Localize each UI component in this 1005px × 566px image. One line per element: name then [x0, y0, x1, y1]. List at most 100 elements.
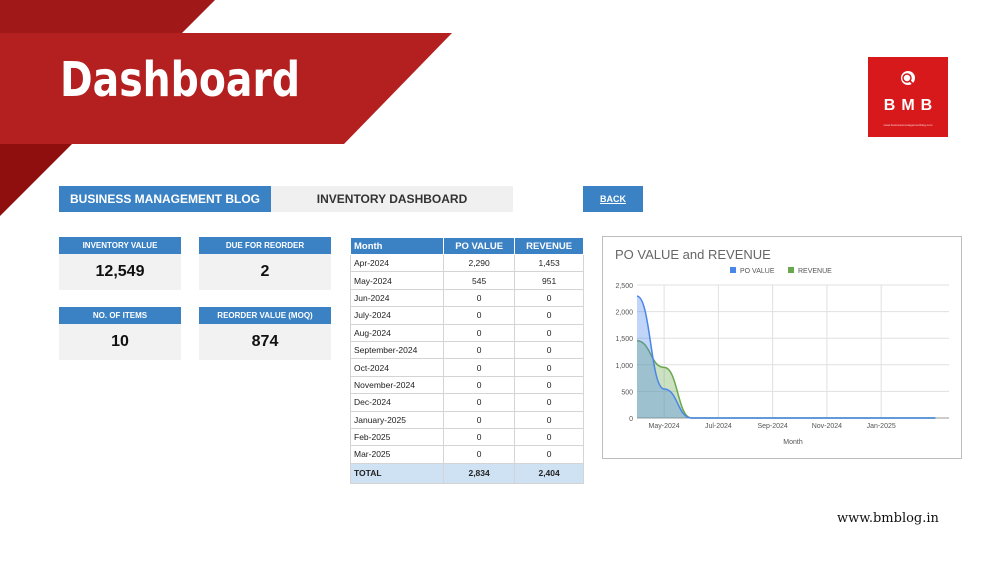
cell-po-value: 0	[442, 427, 516, 447]
cell-revenue: 0	[514, 340, 584, 360]
x-tick-label: Jan-2025	[867, 423, 896, 430]
cell-revenue: 0	[514, 358, 584, 377]
table-row: July-2024 0 0	[350, 306, 584, 325]
monthly-table: Month PO VALUE REVENUE Apr-2024 2,290 1,45…	[350, 237, 584, 484]
kpi-label: REORDER VALUE (MOQ)	[199, 307, 331, 324]
cell-po-value: 0	[442, 393, 516, 412]
y-tick-label: 2,000	[615, 310, 633, 317]
cell-revenue: 0	[514, 306, 584, 325]
series-line-0	[636, 295, 936, 419]
kpi-label: DUE FOR REORDER	[199, 237, 331, 254]
bmb-logo: BMB www.businessmanagementblog.com	[868, 57, 948, 137]
cell-po-value: 0	[442, 323, 516, 342]
kpi-value: 2	[199, 254, 331, 290]
kpi-label: NO. OF ITEMS	[59, 307, 181, 324]
cell-month: Jun-2024	[350, 288, 444, 308]
col-header-revenue: REVENUE	[514, 237, 584, 255]
table-row: September-2024 0 0	[350, 340, 584, 360]
cell-total-revenue: 2,404	[514, 462, 584, 484]
legend-label: REVENUE	[798, 268, 832, 275]
series-area-0	[637, 296, 936, 418]
cell-month: Aug-2024	[350, 323, 444, 342]
dashboard-title-bar: INVENTORY DASHBOARD	[271, 186, 513, 212]
cell-po-value: 0	[442, 288, 516, 308]
cell-month: May-2024	[350, 271, 444, 290]
cell-month: January-2025	[350, 410, 444, 429]
cell-revenue: 0	[514, 288, 584, 308]
x-tick-label: Sep-2024	[757, 423, 787, 430]
y-tick-label: 0	[629, 416, 633, 423]
kpi-reorder-value: REORDER VALUE (MOQ) 874	[199, 307, 331, 360]
legend-swatch	[730, 267, 736, 273]
x-tick-label: Nov-2024	[812, 423, 842, 430]
cell-revenue: 0	[514, 375, 584, 395]
series-area-1	[637, 340, 936, 418]
kpi-value: 874	[199, 324, 331, 360]
chart-title: PO VALUE and REVENUE	[615, 247, 771, 262]
table-row: Jun-2024 0 0	[350, 288, 584, 308]
cell-total-po-value: 2,834	[442, 462, 516, 484]
cell-total-label: TOTAL	[350, 462, 444, 484]
cell-revenue: 0	[514, 410, 584, 429]
table-total-row: TOTAL 2,834 2,404	[350, 462, 584, 484]
table-row: Apr-2024 2,290 1,453	[350, 253, 584, 273]
y-tick-label: 1,500	[615, 336, 633, 343]
legend-label: PO VALUE	[740, 268, 775, 275]
cell-po-value: 545	[442, 271, 516, 290]
cell-month: Dec-2024	[350, 393, 444, 412]
x-axis-label: Month	[783, 439, 803, 446]
cell-month: Oct-2024	[350, 358, 444, 377]
magnifier-icon	[901, 71, 915, 85]
logo-subtext: www.businessmanagementblog.com	[883, 123, 933, 127]
cell-month: Mar-2025	[350, 445, 444, 464]
cell-po-value: 0	[442, 306, 516, 325]
col-header-po-value: PO VALUE	[442, 237, 516, 255]
y-tick-label: 2,500	[615, 283, 633, 290]
table-header-row: Month PO VALUE REVENUE	[350, 237, 584, 255]
cell-revenue: 0	[514, 323, 584, 342]
table-row: Mar-2025 0 0	[350, 445, 584, 464]
cell-month: November-2024	[350, 375, 444, 395]
x-tick-label: Jul-2024	[705, 423, 732, 430]
cell-revenue: 0	[514, 393, 584, 412]
table-row: Dec-2024 0 0	[350, 393, 584, 412]
kpi-value: 12,549	[59, 254, 181, 290]
page-title: Dashboard	[60, 52, 301, 108]
table-row: January-2025 0 0	[350, 410, 584, 429]
cell-month: Apr-2024	[350, 253, 444, 273]
footer-url: www.bmblog.in	[837, 511, 939, 526]
y-tick-label: 1,000	[615, 363, 633, 370]
header-banner	[0, 0, 452, 216]
legend-swatch	[788, 267, 794, 273]
kpi-no-of-items: NO. OF ITEMS 10	[59, 307, 181, 360]
cell-month: July-2024	[350, 306, 444, 325]
blog-title-bar: BUSINESS MANAGEMENT BLOG	[59, 186, 271, 212]
table-row: Aug-2024 0 0	[350, 323, 584, 342]
y-tick-label: 500	[621, 389, 633, 396]
table-row: May-2024 545 951	[350, 271, 584, 290]
kpi-due-for-reorder: DUE FOR REORDER 2	[199, 237, 331, 290]
series-line-1	[636, 339, 936, 419]
cell-po-value: 0	[442, 358, 516, 377]
col-header-month: Month	[350, 237, 444, 255]
logo-text: BMB	[883, 97, 939, 114]
cell-revenue: 0	[514, 445, 584, 464]
chart-plot: 0 500 1,000 1,500 2,000 2,500 May-2024 Jul-2024…	[615, 267, 949, 446]
x-tick-label: May-2024	[649, 423, 680, 430]
cell-revenue: 951	[514, 271, 584, 290]
table-row: November-2024 0 0	[350, 375, 584, 395]
cell-revenue: 1,453	[514, 253, 584, 273]
kpi-value: 10	[59, 324, 181, 360]
cell-revenue: 0	[514, 427, 584, 447]
back-button[interactable]: BACK	[583, 186, 643, 212]
cell-po-value: 0	[442, 445, 516, 464]
cell-po-value: 0	[442, 410, 516, 429]
kpi-label: INVENTORY VALUE	[59, 237, 181, 254]
cell-po-value: 0	[442, 340, 516, 360]
kpi-inventory-value: INVENTORY VALUE 12,549	[59, 237, 181, 290]
po-revenue-chart: PO VALUE and REVENUE 0 500 1,000 1,500 2,000…	[602, 236, 962, 459]
table-row: Feb-2025 0 0	[350, 427, 584, 447]
cell-month: Feb-2025	[350, 427, 444, 447]
cell-month: September-2024	[350, 340, 444, 360]
cell-po-value: 2,290	[442, 253, 516, 273]
